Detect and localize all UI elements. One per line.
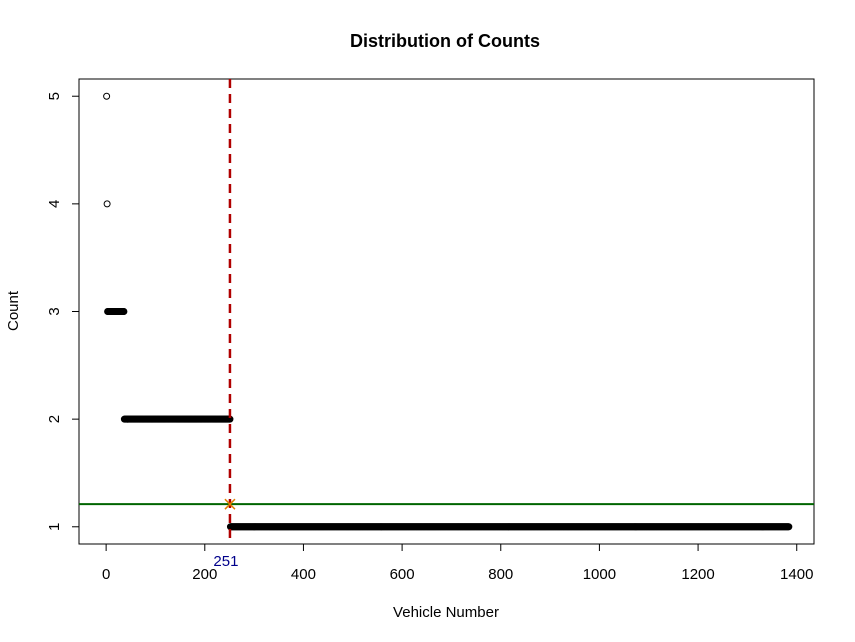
intersection-x-marker xyxy=(224,498,236,510)
x-tick-label: 1000 xyxy=(583,566,616,583)
x-tick-label: 1400 xyxy=(780,566,813,583)
x-tick-label: 800 xyxy=(488,566,513,583)
x-tick-label: 0 xyxy=(102,566,110,583)
x-axis-label: Vehicle Number xyxy=(393,604,499,621)
y-tick-label: 2 xyxy=(46,415,63,423)
y-axis: 1 2 3 4 5 xyxy=(46,92,80,531)
point-run xyxy=(103,200,111,208)
point-run xyxy=(103,92,111,100)
y-tick-label: 1 xyxy=(46,523,63,531)
intersection-label: 251 xyxy=(213,553,238,570)
data-point xyxy=(785,523,793,531)
plot-frame xyxy=(78,78,815,545)
data-point xyxy=(120,308,128,315)
data-point xyxy=(103,92,111,100)
point-run xyxy=(226,523,793,531)
point-run xyxy=(120,415,234,423)
chart-title: Distribution of Counts xyxy=(350,31,540,51)
reference-lines: 251 xyxy=(79,79,814,570)
y-tick-label: 3 xyxy=(46,307,63,315)
x-tick-label: 600 xyxy=(390,566,415,583)
y-axis-label: Count xyxy=(5,290,22,331)
data-point xyxy=(103,200,111,208)
point-run xyxy=(104,308,128,315)
x-axis: 0 200 400 600 800 1000 1200 1400 xyxy=(102,543,813,583)
data-points xyxy=(103,92,793,531)
x-tick-label: 200 xyxy=(192,566,217,583)
y-tick-label: 4 xyxy=(46,200,63,208)
x-tick-label: 400 xyxy=(291,566,316,583)
x-tick-label: 1200 xyxy=(681,566,714,583)
y-tick-label: 5 xyxy=(46,92,63,100)
